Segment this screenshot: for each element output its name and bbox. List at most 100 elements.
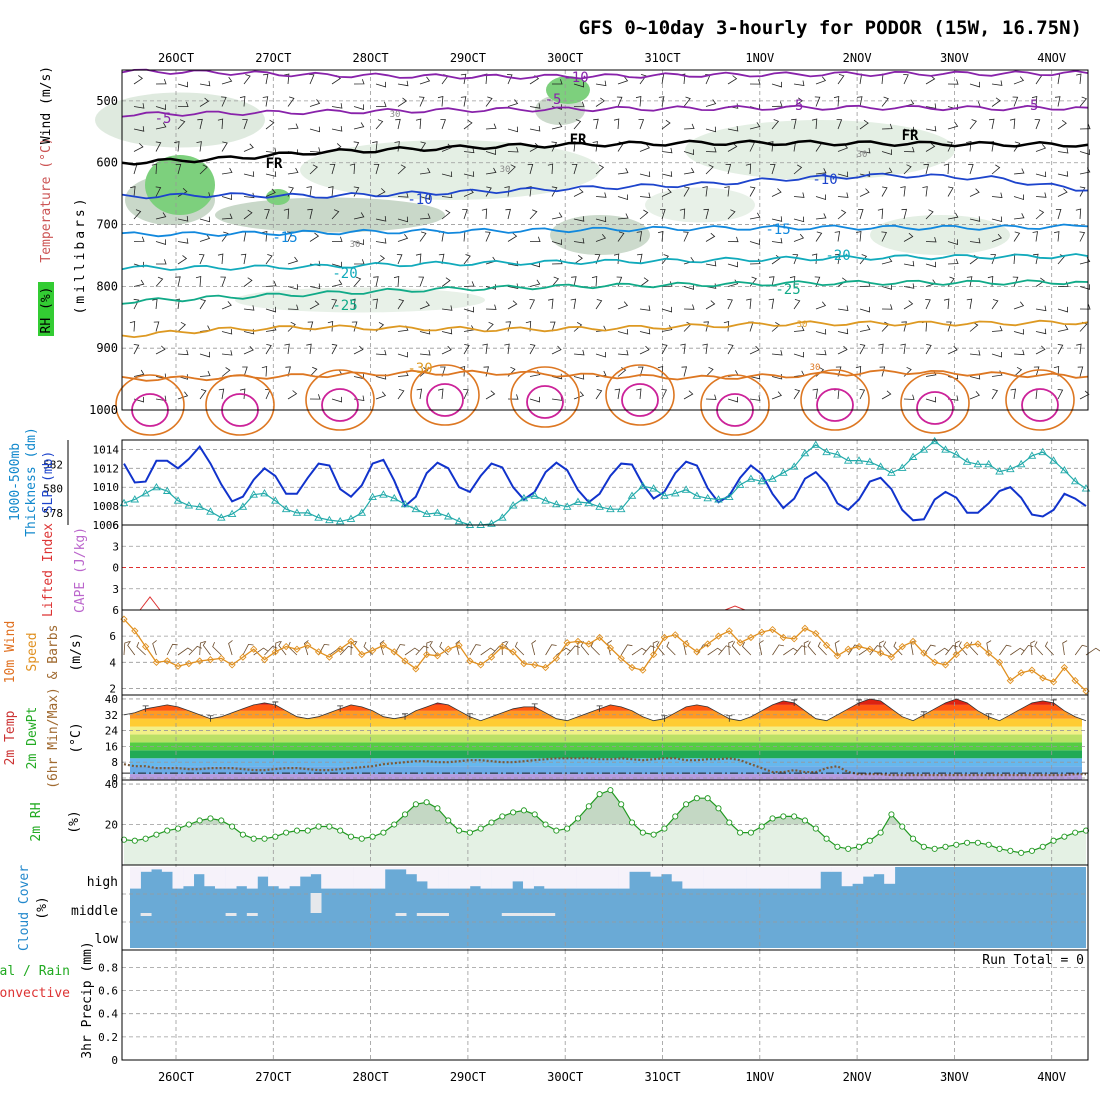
wind-barb	[793, 233, 805, 242]
rh-point	[553, 827, 560, 834]
high-cloud-bar	[873, 867, 885, 875]
thickness-point	[292, 508, 302, 516]
wind-barb	[727, 299, 733, 310]
wind-speed-point	[563, 639, 571, 647]
thickness-point	[281, 504, 291, 513]
isotherm-line	[121, 253, 1089, 271]
wind-barb	[328, 186, 334, 197]
wind-speed-point	[444, 645, 452, 653]
temp-minmax-bar	[856, 699, 863, 706]
wind-barb	[1079, 96, 1088, 107]
wind-barb	[1013, 194, 1025, 201]
wind-barb	[265, 171, 277, 177]
wind-barb	[463, 147, 475, 154]
wind-barb	[607, 640, 613, 656]
high-cloud-bar	[884, 867, 896, 884]
wind-barb	[1077, 366, 1084, 377]
rh-point	[564, 825, 571, 832]
high-cloud-bar	[629, 867, 641, 872]
wind-barb	[525, 320, 532, 332]
rh-point	[293, 827, 300, 834]
rh-point	[272, 833, 279, 840]
wind-barb	[353, 345, 364, 355]
temp-tick-label: 40	[105, 693, 118, 706]
wind-barb	[415, 118, 422, 130]
wind-barb	[988, 118, 995, 130]
wind-speed-point	[541, 663, 550, 672]
wind-barb	[637, 366, 644, 377]
wind-barb	[287, 284, 299, 290]
thickness-point	[865, 457, 875, 465]
wind-barb	[1054, 231, 1060, 242]
wind-barb	[947, 141, 953, 152]
wind-barb	[661, 306, 673, 313]
wind-barb	[507, 283, 519, 290]
wind-barb	[814, 96, 821, 107]
wind-barb	[199, 641, 206, 656]
wind-barb	[375, 349, 387, 356]
rh-point	[845, 845, 852, 852]
thickness-point	[271, 496, 280, 504]
wind-barb	[900, 343, 906, 355]
rh-label: RH (%)	[39, 287, 54, 334]
wind-barb	[1010, 647, 1025, 656]
wind-barb	[617, 194, 629, 201]
high-cloud-bar	[788, 867, 800, 889]
high-cloud-bar	[448, 867, 460, 889]
wind-barb	[393, 644, 406, 656]
temp-band	[130, 766, 1082, 775]
wind-barb	[683, 123, 695, 130]
wind-barb	[440, 119, 446, 130]
rh-point	[1018, 849, 1025, 856]
wind-barb	[749, 212, 761, 220]
wind-barb	[331, 279, 343, 287]
wind-barb	[331, 396, 343, 403]
rh-point	[812, 825, 819, 832]
wind-barb	[133, 298, 140, 310]
wind-barb	[593, 118, 599, 130]
isotherm-line	[121, 319, 1089, 339]
rh-point	[974, 839, 981, 846]
wind-barb	[1035, 171, 1047, 178]
temp-band	[130, 695, 1082, 699]
wind-barb	[707, 647, 722, 656]
wind-barb	[133, 209, 142, 220]
rh-point	[1039, 843, 1046, 850]
pressure-tick-label: 700	[96, 218, 118, 232]
wind-speed-point	[455, 641, 463, 649]
wind-speed-point	[250, 645, 258, 653]
wind-barb	[590, 641, 600, 656]
rh-point	[574, 815, 582, 822]
wind-barb	[127, 640, 136, 656]
high-cloud-bar	[416, 867, 428, 882]
wind-speed-point	[639, 666, 647, 674]
middle-cloud-bar	[395, 913, 407, 916]
thickness-point	[162, 486, 172, 494]
wind-barb	[506, 74, 513, 85]
wind-barb	[155, 122, 167, 130]
wind-barb	[306, 343, 312, 355]
wind-barb	[1031, 95, 1038, 107]
wind-barb	[242, 643, 254, 656]
temp2m-label: (6hr Min/Max)	[46, 687, 61, 789]
wind-barb	[968, 164, 974, 175]
wind-barb	[679, 208, 686, 220]
thickness-point	[616, 504, 626, 513]
wind-barb	[705, 126, 717, 133]
wind-barb	[152, 640, 157, 656]
thickness-point	[519, 493, 529, 502]
rh-point	[337, 827, 344, 834]
high-cloud-bar	[331, 867, 343, 889]
high-cloud-bar	[533, 867, 545, 887]
high-cloud-bar	[183, 867, 195, 887]
wind-barb	[815, 213, 827, 220]
isotherm-label: 30	[500, 165, 511, 175]
temp-minmax-bar	[531, 703, 538, 710]
thickness-point	[876, 462, 885, 470]
thickness-point	[400, 499, 410, 508]
wind-barb	[287, 256, 299, 265]
wind-barb	[419, 367, 429, 377]
isotherm-30-loop	[410, 364, 480, 426]
wind-barb	[353, 259, 365, 265]
wind-barb	[221, 367, 231, 377]
